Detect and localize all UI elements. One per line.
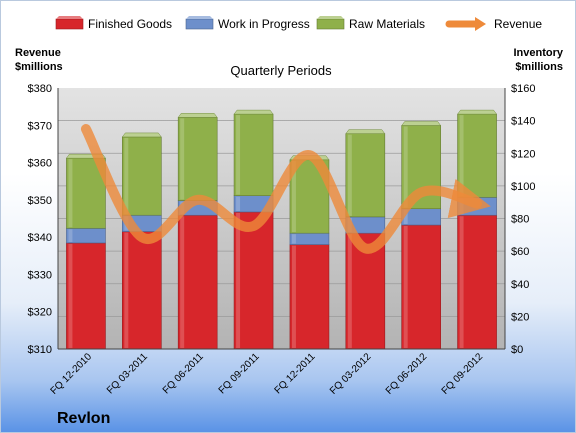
bar-segment-top	[401, 121, 442, 126]
company-name: Revlon	[57, 410, 110, 427]
bar-segment	[345, 133, 386, 218]
bar-segment-highlight	[124, 232, 129, 348]
bar-segment	[233, 113, 274, 196]
left-axis-label-line2: $millions	[15, 61, 63, 73]
bar-segment-top	[177, 113, 218, 118]
chart-title: Quarterly Periods	[230, 63, 332, 78]
category-tick-label: FQ 09-2011	[217, 351, 262, 396]
bar-segment	[122, 136, 162, 216]
right-tick-label: $80	[511, 214, 529, 226]
left-tick-label: $310	[28, 344, 52, 356]
bar-segment-highlight	[68, 229, 73, 242]
left-tick-label: $330	[28, 269, 52, 281]
category-tick-label: FQ 03-2011	[105, 351, 150, 396]
legend-swatch	[185, 18, 214, 30]
chart-legend: Finished Goods Work in Progress Raw Materi…	[55, 16, 542, 31]
left-tick-label: $380	[28, 83, 52, 95]
legend-swatch	[316, 18, 345, 30]
bar-segment-highlight	[236, 212, 241, 348]
bar-segment-highlight	[291, 160, 296, 233]
bar-segment-highlight	[68, 243, 73, 348]
right-tick-label: $160	[511, 83, 535, 95]
bar-segment-highlight	[291, 234, 296, 244]
bar-segment-highlight	[403, 209, 408, 225]
category-tick-label: FQ 09-2012	[440, 351, 486, 397]
bar-segment-highlight	[347, 134, 352, 216]
bar-segment-highlight	[347, 234, 352, 348]
bar-segment-highlight	[124, 137, 129, 215]
category-tick-label: FQ 12-2011	[273, 351, 318, 396]
bar-segment	[177, 117, 218, 201]
legend-swatch	[55, 18, 84, 30]
right-tick-label: $40	[511, 279, 529, 291]
right-tick-label: $20	[511, 311, 529, 323]
revenue-line-series	[80, 124, 491, 254]
legend-swatch-top	[56, 16, 83, 19]
right-axis-label-line2: $millions	[515, 61, 563, 73]
bar-segment-highlight	[403, 126, 408, 208]
right-tick-label: $140	[511, 116, 535, 128]
bar-segment-top	[345, 129, 386, 134]
bar-segment	[66, 242, 106, 350]
revenue-line	[80, 124, 491, 254]
bar-segment-highlight	[459, 216, 464, 348]
category-tick-label: FQ 06-2011	[161, 351, 206, 396]
bar-segment	[289, 244, 330, 350]
left-tick-label: $320	[28, 307, 52, 319]
bar-segment-top	[121, 132, 162, 138]
left-tick-label: $340	[28, 232, 52, 244]
legend-arrow-revenue	[475, 17, 486, 31]
bar-segment-highlight	[236, 196, 241, 211]
bar-segment-highlight	[459, 115, 464, 197]
right-tick-labels: $0 $20 $40 $60 $80 $100 $120 $140 $160	[511, 83, 535, 356]
category-tick-labels: FQ 12-2010 FQ 03-2011 FQ 06-2011 FQ 09-2011…	[49, 351, 486, 397]
left-tick-label: $370	[28, 120, 52, 132]
right-tick-label: $60	[511, 246, 529, 258]
category-tick-label: FQ 12-2010	[49, 351, 95, 397]
legend-swatch-top	[186, 16, 213, 19]
legend-label: Finished Goods	[88, 17, 172, 31]
bar-segment-highlight	[403, 226, 408, 348]
left-tick-labels: $310 $320 $330 $340 $350 $360 $370 $380	[28, 83, 52, 356]
bar-segment-highlight	[291, 245, 296, 348]
legend-label: Work in Progress	[218, 17, 310, 31]
bar-segment-highlight	[68, 159, 73, 228]
bar-segment	[122, 231, 162, 350]
left-axis-label-line1: Revenue	[15, 47, 61, 59]
left-tick-label: $350	[28, 195, 52, 207]
bar-segment-highlight	[180, 216, 185, 348]
bar-segment-top	[457, 109, 498, 115]
legend-swatch-top	[317, 16, 344, 19]
bar-segment-highlight	[180, 118, 185, 200]
legend-label: Raw Materials	[349, 17, 425, 31]
legend-label: Revenue	[494, 17, 542, 31]
bar-segment-top	[233, 109, 274, 115]
category-tick-label: FQ 06-2012	[384, 351, 430, 397]
right-tick-label: $100	[511, 181, 535, 193]
category-tick-label: FQ 03-2012	[328, 351, 374, 397]
right-axis-label-line1: Inventory	[513, 47, 563, 59]
right-tick-label: $120	[511, 148, 535, 160]
left-tick-label: $360	[28, 158, 52, 170]
right-tick-label: $0	[511, 344, 523, 356]
bar-segment-highlight	[236, 115, 241, 195]
